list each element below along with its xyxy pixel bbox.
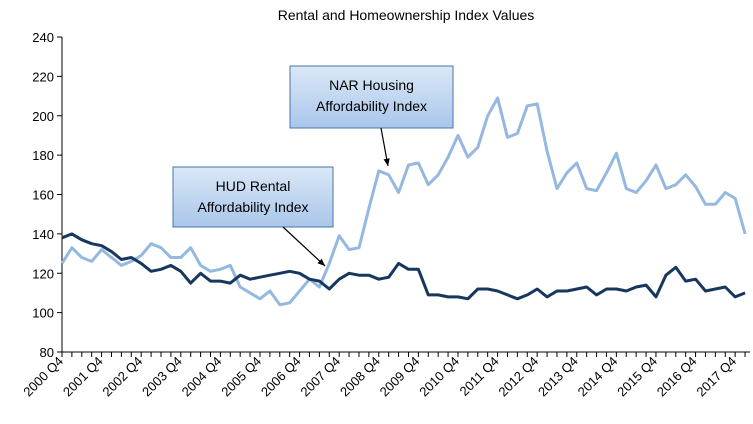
annotation-arrowhead (317, 258, 325, 266)
y-tick-label: 100 (32, 306, 54, 321)
x-tick-label: 2004 Q4 (179, 354, 225, 400)
x-tick-label: 2000 Q4 (20, 354, 66, 400)
annotation-arrow (282, 226, 326, 267)
x-tick-label: 2008 Q4 (337, 354, 383, 400)
annotation-box (289, 65, 454, 129)
x-tick-label: 2003 Q4 (139, 354, 185, 400)
annotation-text: NAR Housing (329, 77, 414, 93)
x-tick-label: 2016 Q4 (654, 354, 700, 400)
y-tick-label: 240 (32, 30, 54, 45)
chart-title: Rental and Homeownership Index Values (278, 7, 535, 23)
y-tick-label: 160 (32, 188, 54, 203)
y-tick-label: 200 (32, 109, 54, 124)
annotation-arrowhead (383, 158, 390, 166)
series-line (60, 96, 747, 307)
x-tick-label: 2007 Q4 (297, 354, 343, 400)
x-tick-label: 2005 Q4 (218, 354, 264, 400)
x-tick-label: 2001 Q4 (60, 354, 106, 400)
y-tick-label: 180 (32, 148, 54, 163)
x-tick-label: 2006 Q4 (258, 354, 304, 400)
y-tick-label: 220 (32, 69, 54, 84)
annotation-box (172, 166, 334, 228)
x-tick-label: 2012 Q4 (495, 354, 541, 400)
x-tick-label: 2013 Q4 (535, 354, 581, 400)
x-tick-label: 2017 Q4 (693, 354, 739, 400)
y-tick-label: 140 (32, 227, 54, 242)
series-line (61, 232, 746, 301)
annotation-text: HUD Rental (216, 178, 291, 194)
x-tick-label: 2010 Q4 (416, 354, 462, 400)
x-tick-label: 2011 Q4 (456, 354, 501, 399)
y-tick-label: 120 (32, 266, 54, 281)
x-tick-label: 2009 Q4 (377, 354, 423, 400)
annotation-text: Affordability Index (197, 199, 308, 215)
x-tick-label: 2002 Q4 (99, 354, 145, 400)
y-tick-label: 80 (40, 345, 54, 360)
x-tick-label: 2014 Q4 (575, 354, 621, 400)
x-tick-label: 2015 Q4 (614, 354, 660, 400)
annotation-text: Affordability Index (316, 98, 427, 114)
